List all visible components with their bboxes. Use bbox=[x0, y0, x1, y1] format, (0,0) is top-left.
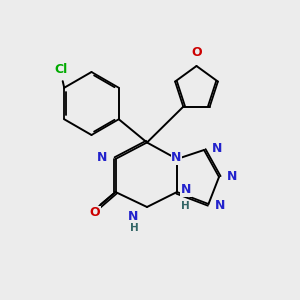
Text: N: N bbox=[97, 151, 107, 164]
Text: N: N bbox=[212, 142, 222, 155]
Text: N: N bbox=[214, 199, 225, 212]
Text: H: H bbox=[181, 201, 190, 211]
Text: O: O bbox=[90, 206, 101, 220]
Text: N: N bbox=[181, 183, 191, 196]
Text: N: N bbox=[226, 170, 237, 184]
Text: O: O bbox=[191, 46, 202, 59]
Text: H: H bbox=[130, 223, 139, 232]
Text: Cl: Cl bbox=[55, 63, 68, 76]
Text: N: N bbox=[171, 151, 182, 164]
Text: N: N bbox=[128, 210, 139, 223]
